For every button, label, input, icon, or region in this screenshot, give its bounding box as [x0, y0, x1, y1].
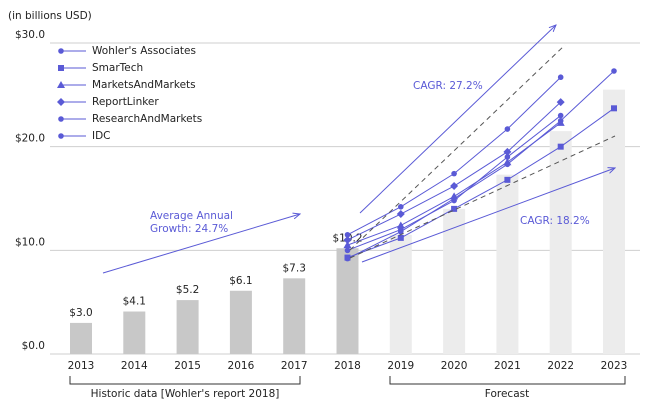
- decor: [69, 25, 626, 385]
- legend-label: ResearchAndMarkets: [92, 113, 202, 125]
- marker: [344, 255, 351, 262]
- bar: [229, 290, 252, 354]
- growth-arrow: [102, 214, 300, 274]
- y-tick-label: $0.0: [22, 340, 45, 352]
- period-label: Forecast: [485, 388, 529, 400]
- marker: [557, 117, 564, 124]
- x-tick-label: 2016: [228, 360, 255, 372]
- value-label: $6.1: [229, 275, 252, 287]
- bar: [549, 131, 572, 354]
- x-tick-label: 2018: [334, 360, 361, 372]
- bar: [283, 278, 306, 354]
- legend-label: IDC: [92, 130, 111, 142]
- marker: [58, 48, 64, 54]
- x-tick-label: 2022: [547, 360, 574, 372]
- y-tick-label: $10.0: [15, 236, 45, 248]
- annotation: CAGR: 18.2%: [520, 215, 590, 227]
- marker: [58, 65, 64, 71]
- legend-label: Wohler's Associates: [92, 45, 196, 57]
- marker: [450, 182, 459, 191]
- marker: [451, 195, 457, 202]
- marker: [396, 221, 405, 229]
- bar: [70, 322, 92, 354]
- series-line: [347, 70, 615, 260]
- bar: [603, 89, 625, 355]
- marker: [504, 161, 511, 168]
- cagr-arrow: [361, 168, 615, 263]
- legend-label: MarketsAndMarkets: [92, 79, 196, 91]
- marker: [57, 98, 65, 106]
- marker: [398, 203, 404, 210]
- bar: [336, 248, 359, 354]
- marker: [504, 154, 511, 160]
- marker: [451, 170, 457, 177]
- marker: [557, 143, 564, 150]
- marker: [557, 74, 564, 81]
- x-tick-label: 2015: [174, 360, 201, 372]
- value-label: $7.3: [283, 262, 306, 274]
- marker: [503, 147, 512, 156]
- marker: [611, 68, 617, 74]
- marker: [396, 210, 405, 219]
- y-tick-label: $20.0: [15, 133, 45, 145]
- series-line: [347, 107, 615, 259]
- annotation: CAGR: 27.2%: [413, 80, 483, 92]
- x-tick-label: 2014: [121, 360, 148, 372]
- legend-label: ReportLinker: [92, 96, 159, 108]
- marker: [343, 241, 352, 249]
- cagr-arrow: [359, 25, 556, 214]
- marker: [58, 133, 64, 139]
- marker: [344, 247, 351, 254]
- marker: [343, 235, 352, 244]
- annotation: Average Annual: [150, 210, 233, 222]
- x-tick-label: 2013: [68, 360, 95, 372]
- annotation: Growth: 24.7%: [150, 223, 228, 235]
- marker: [57, 81, 65, 88]
- x-tick-label: 2021: [494, 360, 521, 372]
- marker: [58, 116, 64, 122]
- plot: $0.0 $10.0 $20.0 $30.0 $3.0 2013 $4.1 2014 $5.2 2…: [15, 29, 640, 372]
- y-axis-label: (in billions USD): [8, 10, 92, 22]
- dashed-trend: [349, 44, 566, 251]
- marker: [397, 234, 404, 241]
- bar: [443, 208, 466, 354]
- value-label: $4.1: [123, 295, 146, 307]
- bar: [496, 174, 519, 354]
- y-tick-label: $30.0: [15, 29, 45, 41]
- marker: [398, 228, 404, 235]
- marker: [611, 105, 617, 112]
- marker: [344, 231, 351, 238]
- x-tick-label: 2017: [281, 360, 308, 372]
- marker: [557, 112, 564, 119]
- period-bracket: [389, 376, 626, 385]
- period-bracket: [69, 376, 301, 385]
- bar: [389, 234, 412, 354]
- bar: [123, 311, 146, 354]
- period-label: Historic data [Wohler's report 2018]: [91, 388, 280, 400]
- x-tick-label: 2019: [387, 360, 414, 372]
- value-label: $3.0: [69, 307, 92, 319]
- legend-label: SmarTech: [92, 62, 143, 74]
- x-tick-label: 2020: [441, 360, 468, 372]
- bar: [176, 300, 199, 354]
- x-tick-label: 2023: [601, 360, 628, 372]
- marker: [504, 126, 511, 132]
- dashed-trend: [349, 135, 616, 259]
- value-label: $5.2: [176, 284, 199, 296]
- marker: [451, 205, 458, 212]
- marker: [556, 98, 565, 107]
- marker: [504, 176, 511, 183]
